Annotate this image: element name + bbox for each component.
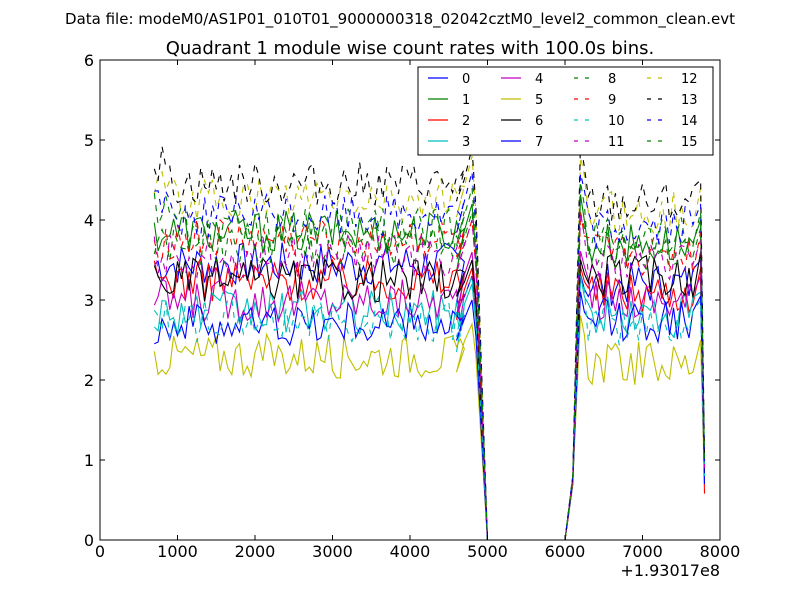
x-tick-label: 2000 — [235, 542, 276, 561]
legend-label-5: 5 — [535, 93, 543, 108]
legend-label-0: 0 — [462, 72, 470, 87]
legend-label-14: 14 — [681, 114, 698, 129]
legend-label-2: 2 — [462, 114, 470, 129]
series-line-13 — [153, 141, 706, 540]
y-tick-label: 1 — [84, 451, 94, 470]
series-line-9 — [153, 212, 706, 540]
y-tick-label: 5 — [84, 131, 94, 150]
series-line-4 — [153, 251, 706, 540]
series-line-14 — [154, 171, 706, 540]
x-tick-label: 8000 — [700, 542, 741, 561]
legend-box — [417, 66, 714, 156]
x-tick-label: 5000 — [467, 542, 508, 561]
legend-label-10: 10 — [608, 114, 625, 129]
series-line-2 — [153, 256, 706, 540]
legend-label-7: 7 — [535, 135, 543, 150]
chart-title: Quadrant 1 module wise count rates with … — [166, 38, 655, 59]
series-line-8 — [153, 211, 706, 540]
x-offset-label: +1.93017e8 — [620, 561, 720, 580]
legend-label-12: 12 — [681, 72, 698, 87]
y-tick-label: 6 — [84, 51, 94, 70]
legend-label-4: 4 — [535, 72, 543, 87]
legend-label-1: 1 — [462, 93, 470, 108]
legend-label-6: 6 — [535, 114, 543, 129]
legend-label-15: 15 — [681, 135, 698, 150]
series-line-12 — [153, 155, 706, 540]
x-tick-label: 7000 — [622, 542, 663, 561]
x-tick-label: 3000 — [312, 542, 353, 561]
legend-label-3: 3 — [462, 135, 470, 150]
series-line-5 — [153, 315, 706, 540]
y-tick-label: 2 — [84, 371, 94, 390]
legend-label-13: 13 — [681, 93, 698, 108]
x-tick-label: 6000 — [545, 542, 586, 561]
series-line-7 — [154, 291, 706, 540]
series-line-6 — [153, 251, 706, 540]
x-tick-label: 0 — [95, 542, 105, 561]
series-line-3 — [153, 274, 706, 540]
y-tick-label: 4 — [84, 211, 94, 230]
x-tick-label: 1000 — [157, 542, 198, 561]
series-line-11 — [153, 212, 706, 540]
legend-label-8: 8 — [608, 72, 616, 87]
y-tick-label: 3 — [84, 291, 94, 310]
legend-label-9: 9 — [608, 93, 616, 108]
y-tick-label: 0 — [84, 531, 94, 550]
series-line-1 — [153, 194, 706, 540]
x-tick-label: 4000 — [390, 542, 431, 561]
suptitle: Data file: modeM0/AS1P01_010T01_90000003… — [65, 10, 735, 29]
series-layer — [153, 141, 706, 540]
legend-label-11: 11 — [608, 135, 625, 150]
